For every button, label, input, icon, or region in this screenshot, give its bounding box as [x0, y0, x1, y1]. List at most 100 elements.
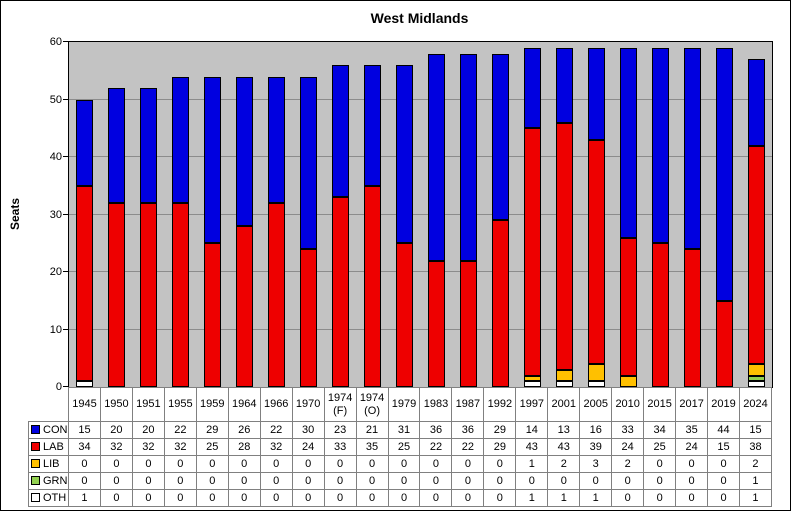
cell-CON-2010: 33 [611, 421, 645, 439]
gridline-40 [69, 156, 772, 157]
cell-GRN-1964: 0 [227, 472, 261, 490]
cell-LAB-1974-O-: 35 [355, 438, 389, 456]
legend-swatch-LAB [31, 441, 40, 451]
cell-OTH-1974-F-: 0 [323, 489, 357, 507]
bar-segment-LAB [491, 220, 509, 387]
cell-LAB-1950: 32 [99, 438, 133, 456]
bar-segment-CON [268, 76, 286, 203]
cell-CON-1983: 36 [419, 421, 453, 439]
gridline-50 [69, 98, 772, 100]
bar-segment-LAB [715, 300, 733, 387]
bar-2005 [587, 42, 605, 387]
cell-OTH-1945: 1 [68, 489, 101, 507]
bar-segment-LAB [459, 260, 477, 387]
cell-LIB-1987: 0 [451, 455, 485, 473]
year-label-1979: 1979 [387, 387, 421, 422]
cell-LAB-1951: 32 [131, 438, 165, 456]
data-table: 1945 1950 1951 1955 1959 1964 1966 1970 1974 (F)… [28, 387, 772, 507]
bar-segment-CON [76, 99, 94, 186]
cell-OTH-1987: 0 [451, 489, 485, 507]
bar-segment-CON [204, 76, 222, 244]
bar-1987 [459, 42, 477, 387]
bar-segment-LAB [523, 128, 541, 376]
series-row-GRN: GRN 0 0 0 0 0 0 0 0 0 0 0 0 0 0 0 0 0 0 0 0 0 1 [28, 472, 772, 490]
bar-1983 [427, 42, 445, 387]
ytick-label-20: 20 [49, 266, 62, 278]
year-label-2005: 2005 [579, 387, 613, 422]
cell-LIB-1979: 0 [387, 455, 421, 473]
bar-1966 [268, 42, 286, 387]
bar-segment-CON [364, 65, 382, 186]
cell-CON-1992: 29 [483, 421, 517, 439]
gridline-30 [69, 213, 772, 215]
cell-CON-1955: 22 [163, 421, 197, 439]
bar-segment-CON [332, 65, 350, 198]
bar-segment-LAB [268, 203, 286, 387]
ytick-mark-0 [63, 386, 68, 387]
year-label-1951: 1951 [131, 387, 165, 422]
bar-segment-CON [236, 76, 254, 226]
y-axis-title: Seats [8, 197, 22, 231]
bar-1955 [172, 42, 190, 387]
bar-segment-CON [683, 47, 701, 249]
year-label-1955: 1955 [163, 387, 197, 422]
bar-segment-LIB [555, 369, 573, 382]
legend-swatch-LIB [31, 458, 40, 468]
legend-swatch-CON [31, 424, 40, 434]
cell-LAB-1983: 22 [419, 438, 453, 456]
cell-OTH-1979: 0 [387, 489, 421, 507]
cell-GRN-1966: 0 [259, 472, 293, 490]
cell-LAB-1955: 32 [163, 438, 197, 456]
bar-segment-LAB [619, 237, 637, 376]
ytick-label-50: 50 [49, 93, 62, 106]
year-label-1945: 1945 [68, 387, 101, 422]
cell-CON-1970: 30 [291, 421, 325, 439]
ytick-mark-60 [63, 41, 68, 42]
cell-GRN-2017: 0 [675, 472, 709, 490]
ytick-label-40: 40 [49, 151, 62, 163]
cell-OTH-2019: 0 [707, 489, 741, 507]
bar-1945 [76, 42, 94, 387]
ytick-label-30: 30 [49, 208, 62, 221]
legend-key-GRN: GRN [28, 472, 69, 490]
cell-OTH-1966: 0 [259, 489, 293, 507]
bar-2019 [715, 42, 733, 387]
cell-GRN-2005: 0 [579, 472, 613, 490]
bar-segment-LAB [332, 197, 350, 387]
cell-CON-1979: 31 [387, 421, 421, 439]
cell-LIB-2017: 0 [675, 455, 709, 473]
cell-CON-1959: 29 [195, 421, 229, 439]
cell-OTH-2024: 1 [739, 489, 772, 507]
cell-GRN-1997: 0 [515, 472, 549, 490]
bar-segment-LAB [300, 249, 318, 387]
cell-OTH-1964: 0 [227, 489, 261, 507]
cell-CON-2001: 13 [547, 421, 581, 439]
cell-GRN-2015: 0 [643, 472, 677, 490]
cell-LIB-1974-F-: 0 [323, 455, 357, 473]
cell-OTH-1950: 0 [99, 489, 133, 507]
cell-OTH-1959: 0 [195, 489, 229, 507]
legend-label-CON: CON [43, 423, 68, 436]
year-label-1987: 1987 [451, 387, 485, 422]
cell-LAB-1979: 25 [387, 438, 421, 456]
year-label-1997: 1997 [515, 387, 549, 422]
cell-LIB-1992: 0 [483, 455, 517, 473]
legend-key-LAB: LAB [28, 438, 69, 456]
cell-CON-1987: 36 [451, 421, 485, 439]
cell-GRN-2019: 0 [707, 472, 741, 490]
cell-OTH-1970: 0 [291, 489, 325, 507]
cell-LAB-1987: 22 [451, 438, 485, 456]
year-label-1970: 1970 [291, 387, 325, 422]
legend-key-CON: CON [28, 421, 69, 439]
plot-area [68, 41, 773, 388]
bar-segment-OTH [587, 381, 605, 387]
gridline-10 [69, 328, 772, 330]
cell-CON-1945: 15 [68, 421, 101, 439]
cell-LIB-1950: 0 [99, 455, 133, 473]
cell-GRN-1987: 0 [451, 472, 485, 490]
cell-OTH-1992: 0 [483, 489, 517, 507]
bar-segment-OTH [523, 381, 541, 387]
year-label-2001: 2001 [547, 387, 581, 422]
cell-CON-2019: 44 [707, 421, 741, 439]
legend-label-GRN: GRN [43, 474, 68, 487]
